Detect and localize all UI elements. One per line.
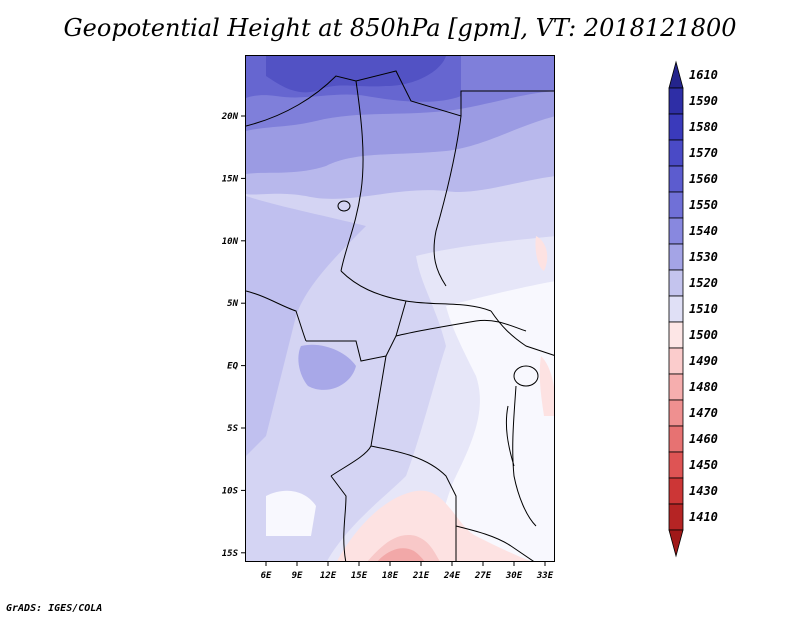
lon-tick-label: 21E (412, 571, 430, 581)
colorbar-swatch (668, 529, 684, 558)
border-zambia (455, 525, 534, 561)
lat-tick-label: 5N (227, 299, 238, 309)
lon-tick-label: 27E (474, 571, 492, 581)
border-niger-chad (340, 80, 364, 272)
map-panel (245, 55, 555, 562)
border-rift (512, 385, 537, 527)
lake-chad (337, 200, 351, 212)
lat-tick-label: 10N (222, 237, 239, 247)
colorbar-label: 1460 (689, 432, 718, 446)
field-band-1580 (266, 56, 446, 93)
border-congo (330, 355, 387, 477)
colorbar-swatch (668, 451, 684, 479)
lakes (337, 200, 539, 467)
colorbar-swatch (668, 321, 684, 349)
lon-tick-label: 24E (443, 571, 461, 581)
field-blob-gabon (298, 344, 356, 390)
colorbar-label: 1550 (689, 198, 718, 212)
chart-title: Geopotential Height at 850hPa [gpm], VT:… (63, 14, 737, 42)
colorbar-swatch (668, 503, 684, 531)
lat-tick-label: EQ (227, 362, 238, 372)
field-blob-east-2 (539, 356, 554, 416)
lon-tick-label: 6E (261, 571, 272, 581)
field-band-1510-west (266, 490, 316, 536)
latitude-ticks: 20N 15N 10N 5N EQ 5S 10S 15S (221, 112, 245, 559)
colorbar-swatch (668, 425, 684, 453)
colorbar-label: 1510 (689, 302, 718, 316)
colorbar-swatch (668, 191, 684, 219)
border-chad-sudan (433, 115, 462, 287)
lon-tick-label: 18E (382, 571, 399, 581)
colorbar-label: 1590 (689, 94, 718, 108)
colorbar-label: 1540 (689, 224, 718, 238)
lon-tick-label: 9E (292, 571, 303, 581)
border-nigeria (246, 290, 307, 342)
colorbar-swatch (668, 243, 684, 271)
border-angola-west (330, 475, 347, 561)
colorbar-label: 1500 (689, 328, 718, 342)
field-band-1530-west (246, 196, 366, 456)
lake-tanganyika (505, 405, 515, 467)
field-blob-east (535, 236, 548, 271)
map-svg (246, 56, 554, 561)
colorbar-swatch (668, 113, 684, 141)
colorbar-label: 1480 (689, 380, 718, 394)
colorbar-swatch (668, 399, 684, 427)
border-car-drc (395, 319, 527, 337)
field-band-1500 (337, 490, 531, 561)
field-band-1510 (426, 281, 554, 561)
longitude-ticks: 6E 9E 12E 15E 18E 21E 24E 27E 30E 33E (261, 562, 554, 581)
colorbar-label: 1450 (689, 458, 718, 472)
colorbar-swatch (668, 60, 684, 89)
lat-tick-label: 10S (222, 486, 239, 496)
lat-tick-label: 15S (222, 549, 239, 559)
colorbar-swatch (668, 295, 684, 323)
lon-tick-label: 30E (505, 571, 523, 581)
border-drc-angola (370, 445, 457, 561)
lat-tick-label: 15N (222, 174, 239, 184)
lon-tick-label: 33E (536, 571, 554, 581)
grads-credit: GrADS: IGES/COLA (6, 603, 103, 614)
border-car-north (340, 270, 492, 312)
field-band-1480 (377, 548, 425, 561)
country-borders (246, 70, 554, 561)
lon-tick-label: 15E (351, 571, 368, 581)
lat-tick-label: 20N (221, 112, 239, 122)
colorbar-swatch (668, 269, 684, 297)
colorbar-swatch (668, 477, 684, 505)
colorbar-label: 1610 (689, 68, 718, 82)
colorbar-swatch (668, 373, 684, 401)
border-cameroon (306, 300, 407, 362)
colorbar-label: 1490 (689, 354, 718, 368)
colorbar-label: 1520 (689, 276, 718, 290)
lake-victoria (513, 365, 539, 387)
colorbar-label: 1470 (689, 406, 718, 420)
colorbar-label: 1580 (689, 120, 718, 134)
colorbar-label: 1430 (689, 484, 718, 498)
colorbar-swatch (668, 139, 684, 167)
colorbar-swatch (668, 87, 684, 115)
lon-tick-label: 12E (320, 571, 337, 581)
colorbar-label: 1530 (689, 250, 718, 264)
lat-tick-label: 5S (227, 424, 238, 434)
border-south-sudan (490, 310, 554, 356)
colorbar-swatch (668, 217, 684, 245)
border-north (246, 70, 554, 127)
colorbar-label: 1410 (689, 510, 718, 524)
colorbar-label: 1560 (689, 172, 718, 186)
colorbar: 1610 1590 1580 1570 1560 1550 1540 1530 1520 1510… (668, 60, 718, 558)
colorbar-label: 1570 (689, 146, 718, 160)
colorbar-swatch (668, 165, 684, 193)
colorbar-swatch (668, 347, 684, 375)
